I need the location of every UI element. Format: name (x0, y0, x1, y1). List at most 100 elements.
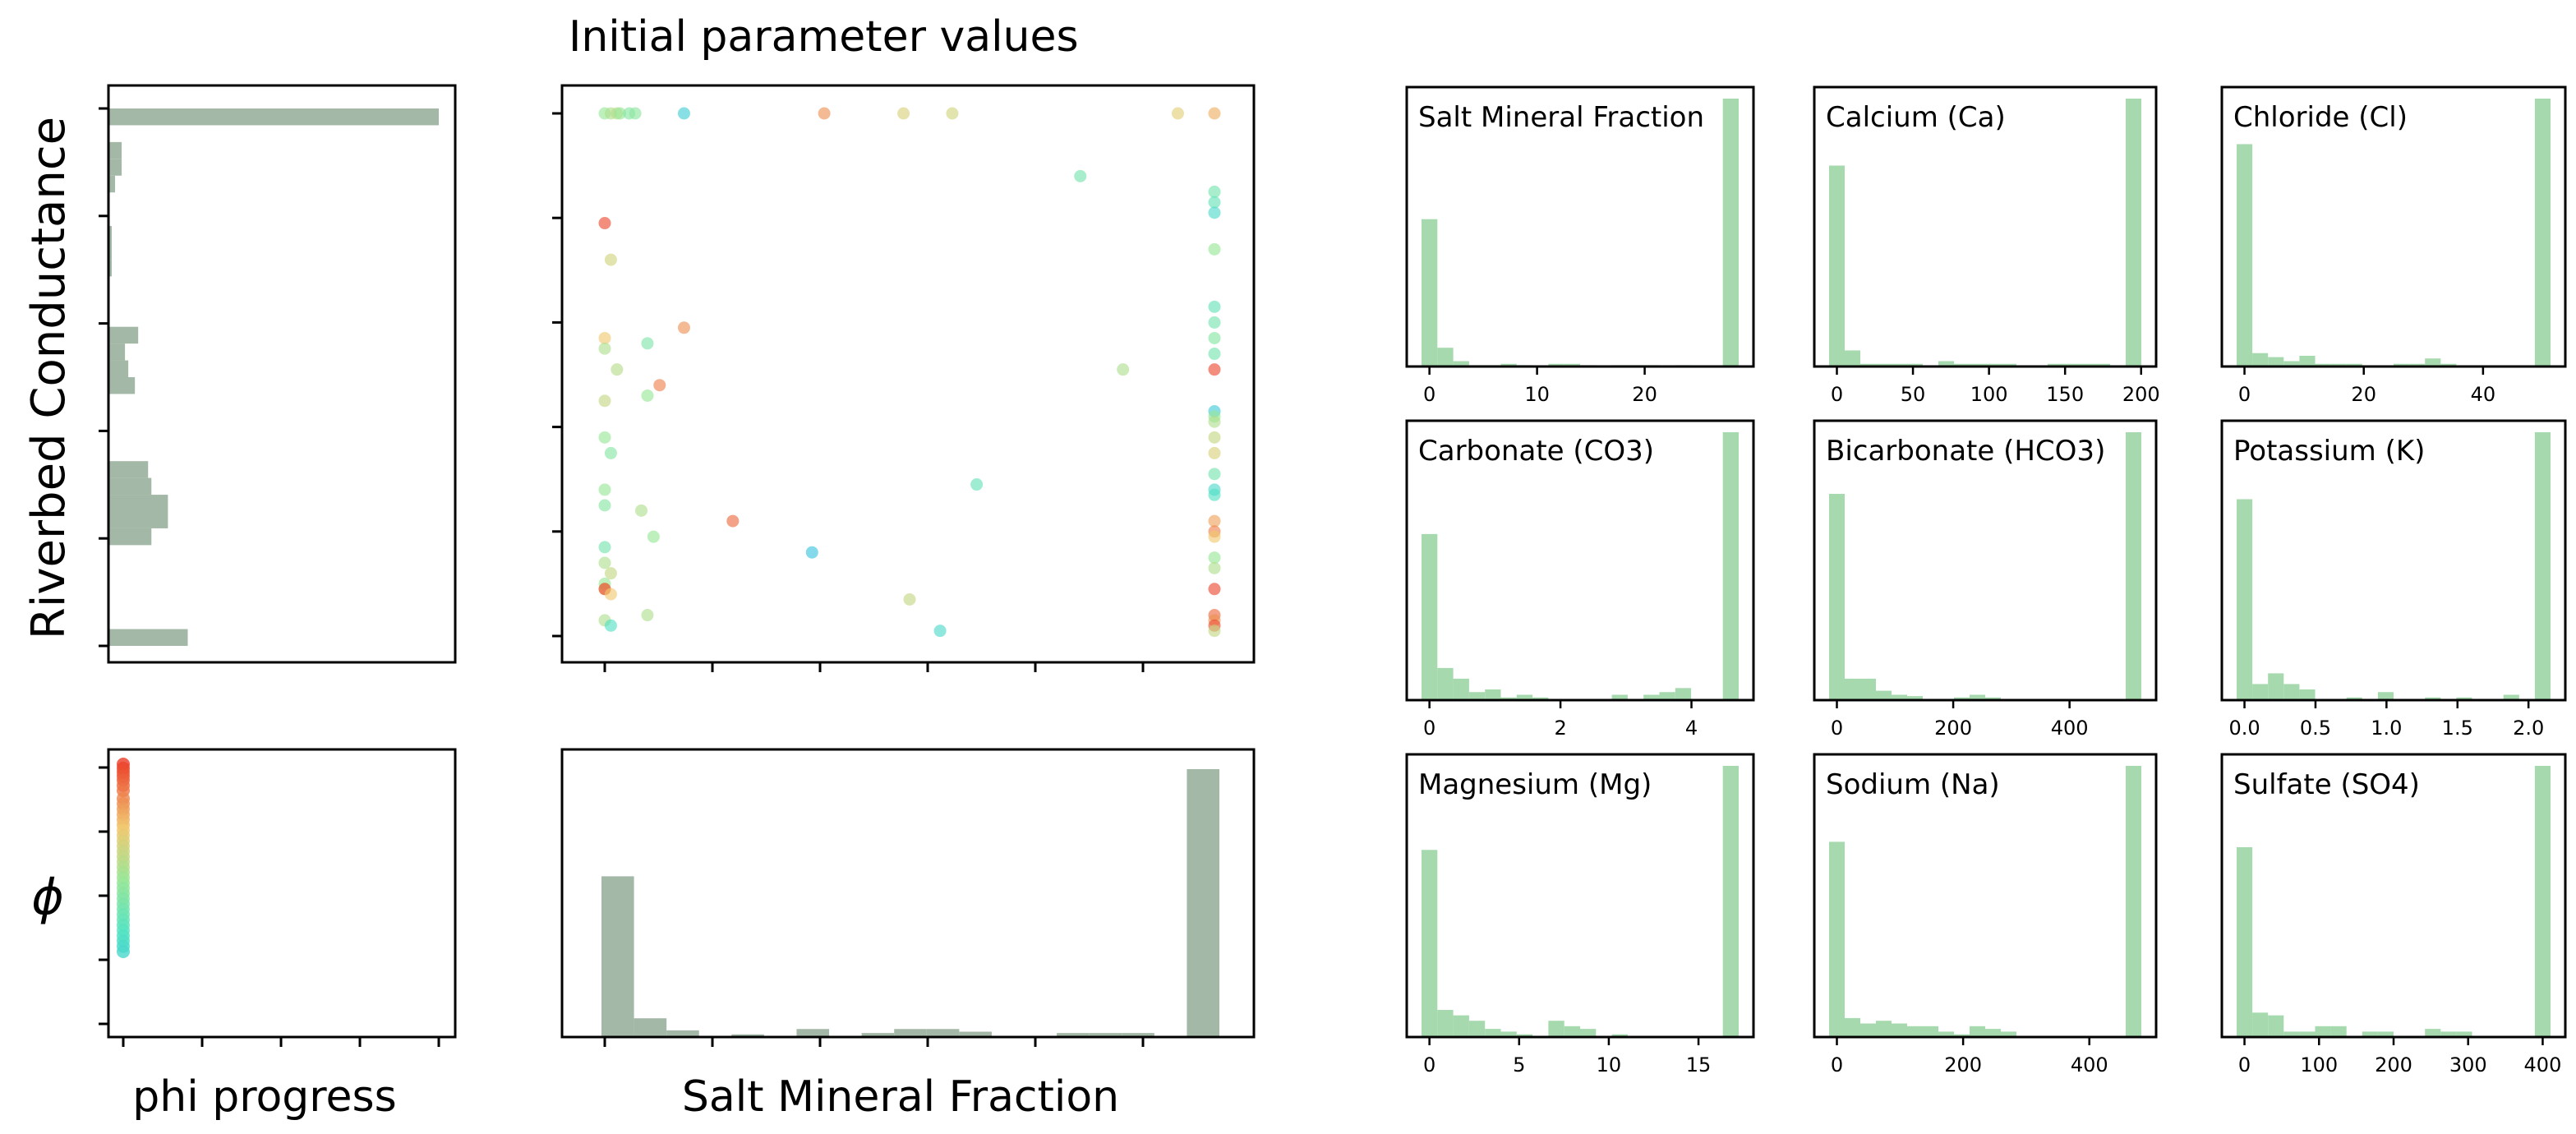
panel-title: Calcium (Ca) (1826, 101, 2006, 134)
x-tick-label: 15 (1686, 1053, 1712, 1076)
hist-hco3-bar (1970, 694, 1985, 700)
hist-hco3-bar (1985, 697, 2001, 700)
hist-na-bar (1954, 1034, 1970, 1037)
scatter-point (598, 556, 611, 569)
riverbed-bar (108, 226, 113, 243)
hist-hco3-bar (2126, 432, 2141, 700)
hist-co3-bar (1422, 533, 1438, 700)
riverbed-bar (108, 175, 116, 193)
hist-mg-bar (1564, 1026, 1580, 1037)
phi-axes (107, 748, 457, 1039)
hist-na-bar (1985, 1029, 2001, 1037)
riverbed-bar (108, 360, 129, 377)
scatter-point (598, 342, 611, 355)
hist-ca-bar (2001, 363, 2016, 366)
hist-so4-bar (2534, 766, 2551, 1037)
scatter-point (1208, 206, 1221, 219)
hist-mg-bar (1437, 1010, 1454, 1037)
riverbed-bar (108, 343, 126, 361)
scatter-point (1208, 446, 1221, 459)
hist-so4-bar (2456, 1031, 2472, 1037)
hist-ca-bar (2079, 363, 2094, 366)
scatter-point (604, 619, 617, 632)
x-tick-label: 2.0 (2513, 717, 2544, 740)
x-label-salt-mineral-fraction: Salt Mineral Fraction (682, 1072, 1119, 1122)
scatter-point (653, 379, 666, 392)
figure-title: Initial parameter values (569, 12, 1079, 62)
riverbed-bar (108, 511, 168, 528)
scatter-point (1208, 551, 1221, 565)
x-tick-label: 200 (1934, 717, 1972, 740)
hist-mg-axes (1405, 753, 1755, 1039)
x-tick-label: 400 (2071, 1053, 2108, 1076)
scatter-point (598, 431, 611, 444)
scatter-point (598, 217, 611, 230)
riverbed-bar (108, 528, 152, 546)
x-tick-label: 300 (2449, 1053, 2487, 1076)
hist-cl-bar (2252, 353, 2269, 366)
scatter-point (726, 514, 740, 528)
hist-so4-bar (2283, 1031, 2300, 1037)
hist-salt-bar (1422, 219, 1438, 366)
riverbed-bar (108, 259, 113, 277)
x-tick-label: 1.0 (2371, 717, 2402, 740)
hist-k-bar (2252, 684, 2269, 700)
hist-hco3-bar (1954, 697, 1970, 700)
hist-cl-bar (2409, 363, 2426, 366)
hist-mg-bar (1453, 1015, 1469, 1037)
hist-salt-bar (1722, 99, 1739, 366)
hist-ca-bar (1907, 363, 1923, 366)
hist-ca-bar (1892, 363, 1907, 366)
x-tick-label: 0 (1423, 1053, 1435, 1076)
hist-mg-bar (1468, 1021, 1486, 1037)
hist-cl-bar (2394, 363, 2410, 366)
panel-title: Salt Mineral Fraction (1418, 101, 1704, 134)
x-tick-label: 5 (1513, 1053, 1525, 1076)
scatter-point (1208, 625, 1221, 638)
scatter-point (1208, 185, 1221, 198)
hist-so4-bar (2299, 1031, 2316, 1037)
hist-ca-bar (1845, 350, 1860, 366)
scatter-point (818, 107, 831, 120)
x-tick-label: 200 (2375, 1053, 2412, 1076)
hist-co3-bar (1437, 667, 1454, 700)
scatter-point (598, 331, 611, 344)
x-tick-label: 0 (1831, 1053, 1843, 1076)
hist-ca-bar (2048, 363, 2063, 366)
scatter-point (1208, 514, 1221, 528)
phi-point (117, 945, 130, 958)
scatter-point (641, 609, 654, 622)
hist-ca-bar (1970, 363, 1985, 366)
hist-na-bar (1876, 1021, 1892, 1037)
hist-na-bar (1970, 1026, 1985, 1037)
hist-hco3-axes (1813, 419, 2158, 702)
salt-fraction-bar (1057, 1033, 1090, 1037)
hist-mg-bar (1611, 1034, 1628, 1037)
scatter-point (897, 107, 910, 120)
salt-fraction-bar (926, 1029, 960, 1037)
panel-title: Carbonate (CO3) (1418, 435, 1654, 468)
hist-salt-bar (1564, 363, 1580, 366)
panel-title: Chloride (Cl) (2233, 101, 2408, 134)
scatter-point (1208, 107, 1221, 120)
scatter-point (903, 592, 916, 606)
hist-na-bar (1938, 1031, 1954, 1037)
hist-co3-bar (1659, 692, 1675, 700)
hist-so4-bar (2252, 1012, 2269, 1037)
scatter-point (598, 541, 611, 554)
hist-k-bar (2346, 697, 2362, 700)
scatter-point (1074, 169, 1087, 182)
salt-fraction-bar (601, 876, 634, 1037)
salt-fraction-bar (1187, 769, 1219, 1037)
hist-so4-bar (2362, 1031, 2378, 1037)
hist-na-bar (1829, 841, 1845, 1037)
x-tick-label: 200 (2122, 383, 2160, 406)
hist-so4-bar (2315, 1026, 2331, 1037)
hist-ca-bar (2094, 363, 2110, 366)
hist-so4-bar (2377, 1031, 2394, 1037)
riverbed-bar (108, 477, 152, 496)
hist-k-bar (2377, 692, 2394, 700)
hist-k-bar (2503, 694, 2519, 700)
scatter-point (1208, 488, 1221, 501)
